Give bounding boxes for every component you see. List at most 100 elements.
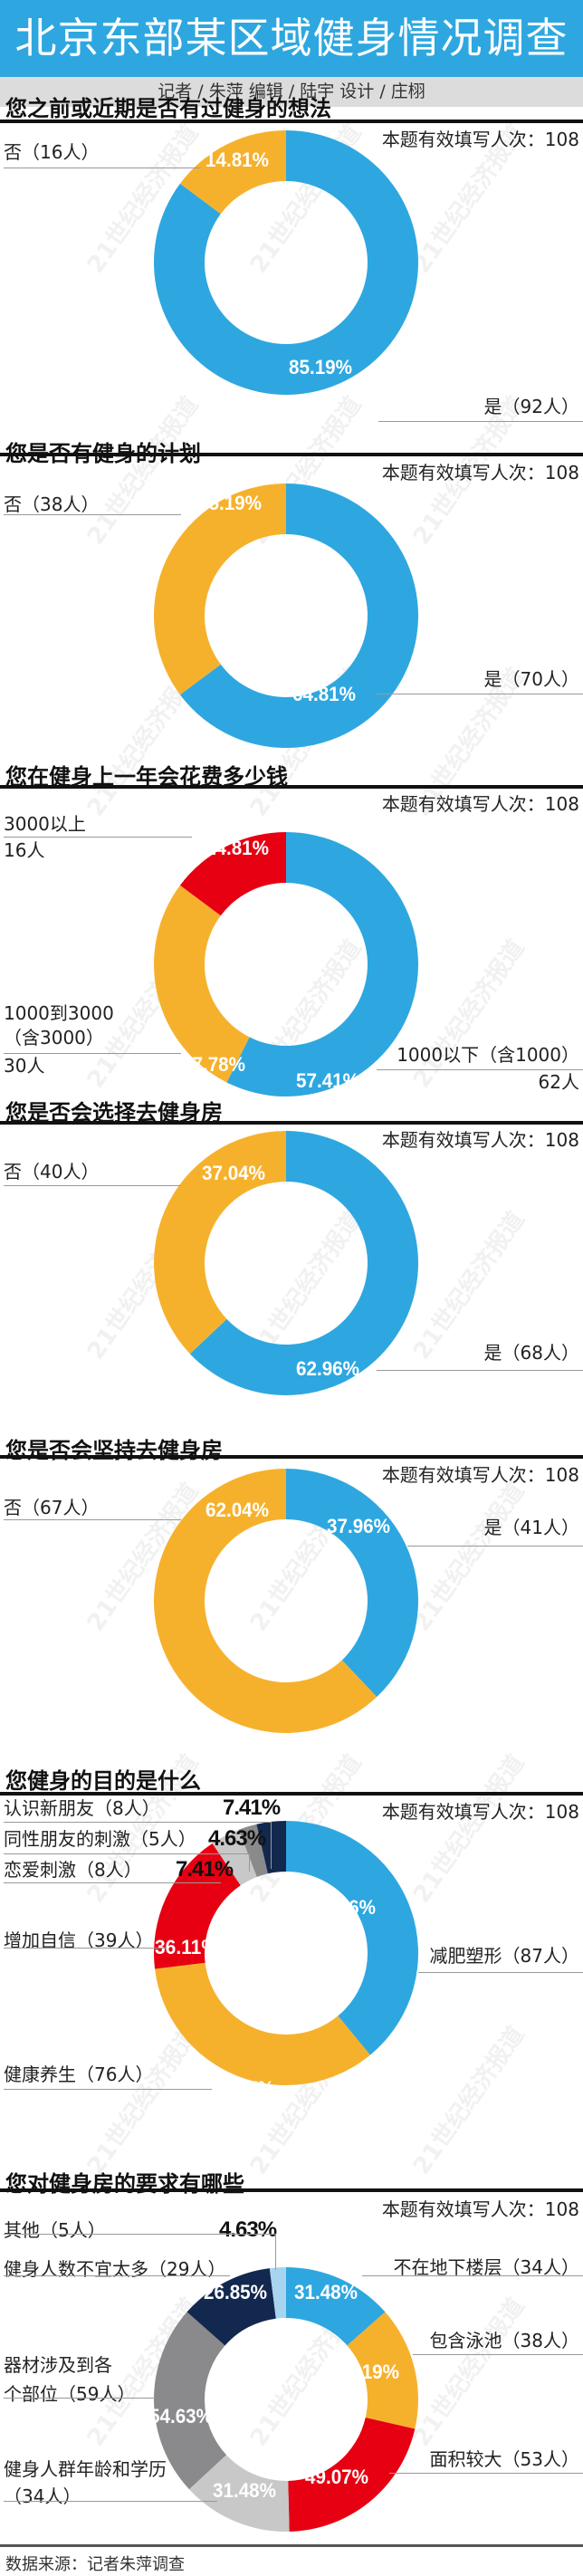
leader-line	[378, 421, 583, 422]
section-rule-4	[0, 1121, 583, 1125]
section-rule-2	[0, 453, 583, 456]
leader-line	[377, 1069, 583, 1070]
credits: 记者 / 朱萍 编辑 / 陆宇 设计 / 庄栩	[158, 81, 425, 101]
section-title-5: 您是否会坚持去健身房	[5, 1438, 223, 1463]
slice-percent-label: 85.19%	[289, 356, 352, 378]
label-yes: 是（70人）	[483, 668, 579, 690]
leader-line	[4, 2234, 275, 2235]
slice-percent-label: 37.04%	[202, 1162, 265, 1184]
section-rule-7	[0, 2188, 583, 2192]
section-rule-5	[0, 1455, 583, 1459]
donut-slice	[179, 130, 286, 215]
label-yes: 是（41人）	[483, 1517, 579, 1538]
section-rule-6	[0, 1792, 583, 1796]
slice-percent-label: 64.81%	[292, 683, 356, 705]
footer-rule	[0, 2544, 583, 2547]
slice-percent-label: 14.81%	[205, 837, 269, 859]
label-yes: 是（92人）	[483, 396, 579, 417]
label-equipment: 器材涉及到各	[4, 2354, 112, 2376]
label-no: 否（40人）	[4, 1161, 100, 1183]
donut-slice	[153, 130, 419, 396]
donut-slice	[189, 1131, 418, 1395]
leader-line	[407, 1546, 583, 1547]
label-not-crowded: 健身人数不宜太多（29人）	[4, 2258, 226, 2280]
leader-line	[4, 2398, 156, 2399]
leader-line	[4, 1519, 181, 1520]
label-yes: 是（68人）	[483, 1342, 579, 1364]
label-over-3000-count: 16人	[4, 839, 45, 861]
donut-slice	[154, 484, 286, 695]
response-count-1: 本题有效填写人次：108	[381, 129, 579, 150]
slice-percent-label: 70.37%	[211, 2077, 274, 2100]
pct-same-sex-friends: 4.63%	[208, 1826, 266, 1851]
slice-percent-label: 35.19%	[336, 2361, 399, 2383]
leader-line	[4, 514, 181, 515]
label-1000-3000-note: （含3000）	[4, 1027, 104, 1049]
donut-slice	[286, 2267, 386, 2346]
slice-percent-label: 37.96%	[327, 1515, 390, 1537]
slice-percent-label: 36.11%	[155, 1936, 218, 1958]
label-under-1000: 1000以下（含1000）	[397, 1044, 579, 1066]
response-count-2: 本题有效填写人次：108	[381, 462, 579, 484]
leader-line	[418, 1972, 583, 1973]
leader-line	[4, 2501, 217, 2502]
response-count-3: 本题有效填写人次：108	[381, 793, 579, 815]
leader-line	[362, 2275, 583, 2276]
slice-percent-label: 62.96%	[296, 1357, 359, 1380]
response-count-6: 本题有效填写人次：108	[381, 1801, 579, 1823]
slice-percent-label: 31.48%	[294, 2281, 358, 2303]
label-no: 否（38人）	[4, 493, 100, 515]
section-rule-3	[0, 785, 583, 789]
label-weight-loss: 减肥塑形（87人）	[429, 1945, 579, 1967]
response-count-4: 本题有效填写人次：108	[381, 1129, 579, 1151]
page-title: 北京东部某区域健身情况调查	[14, 14, 569, 62]
section-title-7: 您对健身房的要求有哪些	[5, 2171, 244, 2197]
leader-line	[377, 1370, 583, 1371]
label-not-basement: 不在地下楼层（34人）	[393, 2256, 579, 2278]
donut-slice	[153, 1131, 286, 1355]
slice-percent-label: 80.56%	[312, 1896, 376, 1919]
donut-slice	[226, 832, 419, 1096]
response-count-7: 本题有效填写人次：108	[381, 2198, 579, 2220]
leader-line	[4, 1853, 249, 1854]
label-large-area: 面积较大（53人）	[429, 2448, 579, 2470]
donut-slice	[155, 1962, 370, 2085]
label-other: 其他（5人）	[4, 2219, 106, 2241]
label-same-sex-friends: 同性朋友的刺激（5人）	[4, 1828, 196, 1850]
donut-slice	[154, 2312, 227, 2490]
label-no: 否（16人）	[4, 141, 100, 163]
data-source: 数据来源：记者朱萍调查	[5, 2555, 185, 2574]
label-1000-3000: 1000到3000	[4, 1002, 114, 1024]
label-equipment-2: 个部位（59人）	[4, 2383, 136, 2405]
section-title-6: 您健身的目的是什么	[5, 1768, 201, 1794]
slice-percent-label: 49.07%	[305, 2466, 368, 2488]
donut-slice	[179, 484, 419, 749]
section-title-1: 您之前或近期是否有过健身的想法	[5, 96, 331, 121]
credit-band	[0, 77, 583, 107]
leader-line	[389, 2473, 583, 2474]
slice-percent-label: 31.48%	[213, 2479, 276, 2502]
slice-percent-label: 57.41%	[296, 1069, 359, 1092]
leader-line	[4, 1948, 167, 1949]
donut-slice	[286, 1821, 418, 2055]
leader-line	[4, 2089, 212, 2090]
label-over-3000: 3000以上	[4, 813, 86, 835]
leader-line	[249, 1853, 250, 1872]
donut-slice	[269, 2267, 286, 2319]
section-rule-1	[0, 120, 583, 123]
donut-slice	[347, 2312, 418, 2429]
label-pool: 包含泳池（38人）	[429, 2330, 579, 2351]
donut-slice	[288, 2418, 416, 2532]
pct-other: 4.63%	[219, 2217, 277, 2242]
label-under-1000-count: 62人	[538, 1071, 579, 1093]
donut-slice	[154, 885, 250, 1083]
pct-new-friends: 7.41%	[223, 1796, 281, 1820]
slice-percent-label: 54.63%	[149, 2405, 213, 2428]
leader-line	[271, 1822, 272, 1869]
leader-line	[4, 1053, 181, 1054]
leader-line	[4, 1882, 221, 1883]
